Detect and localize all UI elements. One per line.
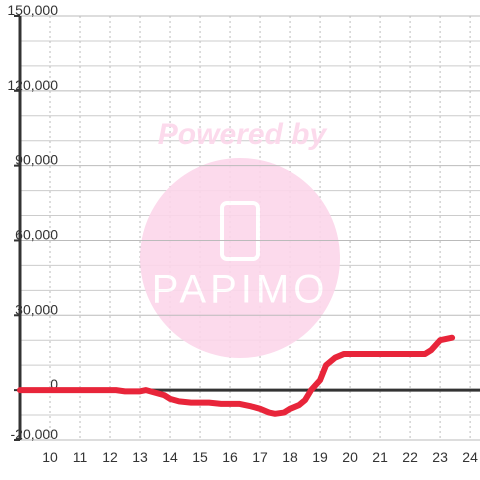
x-tick-label: 10 [42,449,58,465]
y-tick-label: 0 [50,376,58,392]
x-tick-label: 20 [342,449,358,465]
x-tick-label: 21 [372,449,388,465]
y-tick-label: 120,000 [7,77,58,93]
x-tick-label: 14 [162,449,178,465]
y-tick-label: 60,000 [15,226,58,242]
x-tick-label: 11 [73,449,88,465]
x-tick-label: 24 [462,449,478,465]
watermark-phone [220,201,260,261]
watermark-text: Powered by [158,118,328,151]
y-tick-label: 30,000 [15,301,58,317]
y-tick-label: 150,000 [7,2,58,18]
y-tick-label: -20,000 [11,426,59,442]
x-tick-label: 19 [312,449,328,465]
x-tick-label: 18 [282,449,298,465]
x-tick-label: 23 [432,449,448,465]
x-tick-label: 17 [252,449,268,465]
watermark: Powered by PAPIMO [140,118,340,358]
x-tick-label: 16 [222,449,238,465]
x-tick-label: 13 [132,449,148,465]
watermark-logo: PAPIMO [152,268,329,312]
y-tick-label: 90,000 [15,152,58,168]
data-line [17,334,456,417]
x-tick-label: 12 [102,449,118,465]
x-tick-label: 22 [402,449,418,465]
x-tick-label: 15 [192,449,208,465]
